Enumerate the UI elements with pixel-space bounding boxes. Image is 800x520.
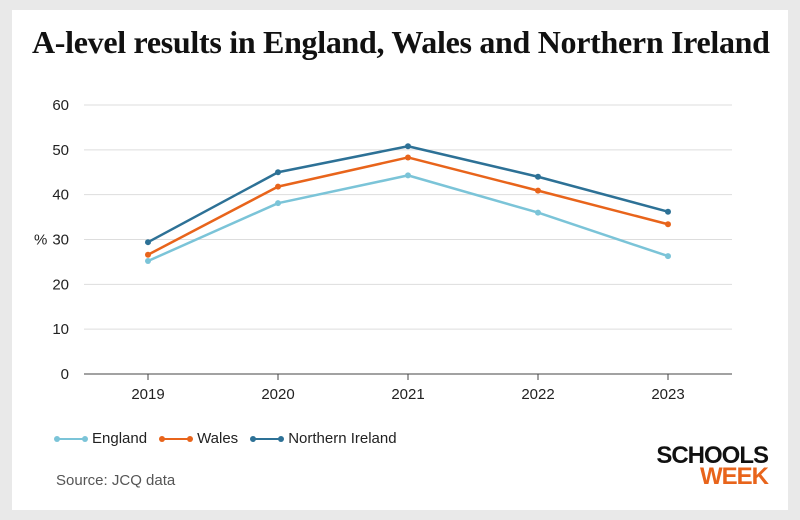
data-point-wales bbox=[405, 154, 411, 161]
data-point-northern_ireland bbox=[405, 143, 411, 150]
legend-swatch bbox=[250, 435, 285, 442]
legend-item-northern_ireland: Northern Ireland bbox=[250, 430, 397, 447]
logo-line-2: WEEK bbox=[700, 463, 769, 490]
series-line-england bbox=[147, 174, 669, 263]
data-point-northern_ireland bbox=[535, 173, 541, 180]
data-point-wales bbox=[535, 187, 541, 194]
y-axis-label: % bbox=[34, 232, 47, 249]
schools-week-logo: SCHOOLS WEEK bbox=[640, 442, 769, 490]
y-tick-label: 0 bbox=[61, 366, 69, 383]
x-tick-label: 2019 bbox=[131, 386, 164, 403]
legend-item-wales: Wales bbox=[159, 430, 239, 447]
y-tick-label: 10 bbox=[52, 321, 69, 338]
logo-line-1: SCHOOLS bbox=[656, 442, 769, 469]
data-point-england bbox=[145, 258, 151, 265]
data-point-england bbox=[535, 209, 541, 216]
chart-title: A-level results in England, Wales and No… bbox=[32, 24, 770, 60]
data-point-wales bbox=[275, 183, 281, 190]
data-point-england bbox=[405, 172, 411, 179]
chart-legend: England Wales Northern Ireland bbox=[54, 430, 397, 447]
data-point-england bbox=[665, 253, 671, 260]
line-chart: 0 10 20 30 40 50 60% 2019 2020 2021 2022 2023 bbox=[34, 97, 732, 403]
source-note: Source: JCQ data bbox=[56, 472, 176, 489]
y-tick-label: 30 bbox=[52, 232, 69, 249]
legend-swatch bbox=[159, 435, 194, 442]
legend-swatch bbox=[54, 435, 88, 442]
data-point-northern_ireland bbox=[665, 208, 671, 215]
x-tick-label: 2023 bbox=[651, 386, 684, 403]
legend-label: England bbox=[92, 430, 148, 447]
chart-card: A-level results in England, Wales and No… bbox=[12, 10, 788, 510]
data-point-northern_ireland bbox=[145, 239, 151, 246]
legend-label: Wales bbox=[197, 430, 239, 447]
data-point-wales bbox=[665, 221, 671, 228]
y-tick-label: 60 bbox=[52, 97, 69, 114]
data-point-wales bbox=[145, 251, 151, 258]
y-tick-label: 20 bbox=[52, 276, 69, 293]
x-tick-label: 2020 bbox=[261, 386, 294, 403]
legend-label: Northern Ireland bbox=[288, 430, 397, 447]
data-point-northern_ireland bbox=[275, 169, 281, 176]
y-tick-label: 50 bbox=[52, 142, 69, 159]
x-tick-label: 2021 bbox=[391, 386, 424, 403]
series-line-wales bbox=[147, 156, 669, 256]
x-tick-label: 2022 bbox=[521, 386, 554, 403]
data-point-england bbox=[275, 200, 281, 207]
y-tick-label: 40 bbox=[52, 187, 69, 204]
legend-item-england: England bbox=[54, 430, 148, 447]
